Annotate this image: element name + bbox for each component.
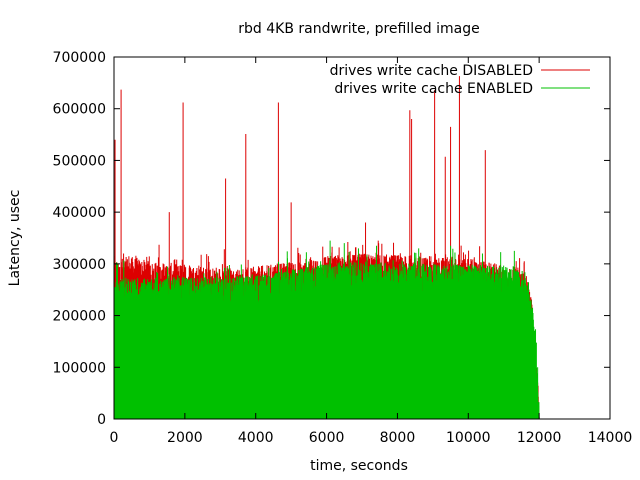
series-layer bbox=[114, 76, 540, 419]
y-tick-label: 300000 bbox=[53, 257, 106, 273]
y-tick-label: 700000 bbox=[53, 50, 106, 66]
x-tick-label: 8000 bbox=[380, 430, 416, 446]
x-tick-label: 12000 bbox=[517, 430, 562, 446]
y-tick-label: 0 bbox=[97, 412, 106, 428]
legend-label-disabled: drives write cache DISABLED bbox=[330, 63, 533, 79]
y-tick-label: 600000 bbox=[53, 102, 106, 118]
series-enabled-impulses bbox=[114, 245, 540, 419]
x-tick-label: 14000 bbox=[588, 430, 633, 446]
x-tick-label: 4000 bbox=[238, 430, 274, 446]
y-tick-label: 400000 bbox=[53, 205, 106, 221]
series-enabled bbox=[114, 240, 540, 419]
legend-label-enabled: drives write cache ENABLED bbox=[334, 81, 533, 97]
x-tick-label: 10000 bbox=[446, 430, 491, 446]
x-axis: 0 2000 4000 6000 8000 10000 12000 14000 bbox=[110, 57, 633, 446]
x-tick-label: 2000 bbox=[167, 430, 203, 446]
y-axis-title: Latency, usec bbox=[7, 190, 23, 287]
chart-title: rbd 4KB randwrite, prefilled image bbox=[238, 21, 479, 37]
y-tick-label: 100000 bbox=[53, 360, 106, 376]
x-axis-title: time, seconds bbox=[310, 458, 408, 474]
x-tick-label: 0 bbox=[110, 430, 119, 446]
plot-frame bbox=[113, 56, 611, 420]
y-tick-label: 500000 bbox=[53, 153, 106, 169]
x-tick-label: 6000 bbox=[309, 430, 345, 446]
y-tick-label: 200000 bbox=[53, 309, 106, 325]
y-axis: 0 100000 200000 300000 400000 500000 600000 700… bbox=[53, 50, 610, 428]
legend: drives write cache DISABLED drives write… bbox=[330, 63, 590, 97]
